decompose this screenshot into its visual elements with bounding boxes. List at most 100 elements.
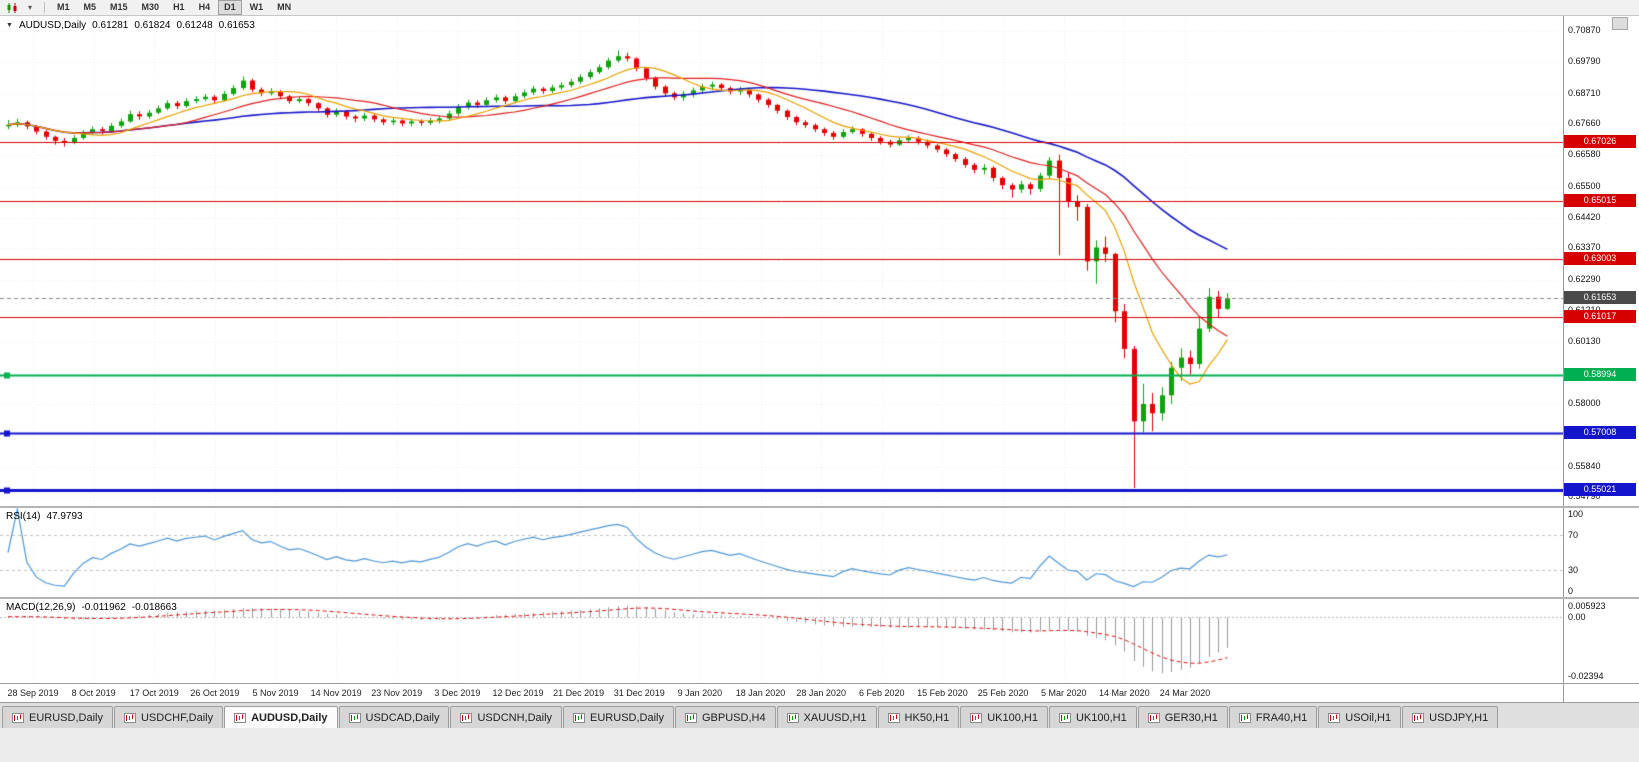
macd-name: MACD(12,26,9) bbox=[6, 602, 76, 613]
timeframe-button-mn[interactable]: MN bbox=[277, 2, 292, 12]
chart-tab-label: USDCHF,Daily bbox=[140, 711, 214, 724]
date-axis-label: 28 Jan 2020 bbox=[796, 688, 846, 698]
mini-chart-icon bbox=[1058, 712, 1071, 723]
chart-tab-label: FRA40,H1 bbox=[1255, 711, 1308, 724]
timeframe-button-h4[interactable]: H4 bbox=[198, 2, 211, 12]
chart-tab-label: UK100,H1 bbox=[987, 711, 1038, 724]
date-axis-label: 15 Feb 2020 bbox=[917, 688, 968, 698]
macd-signal-value: -0.018663 bbox=[131, 602, 177, 613]
chart-tab-usdcad-daily[interactable]: USDCAD,Daily bbox=[338, 706, 450, 728]
axis-corner-button[interactable] bbox=[1612, 17, 1628, 30]
chart-tab-label: USDCNH,Daily bbox=[477, 711, 553, 724]
chart-tab-usdjpy-h1[interactable]: USDJPY,H1 bbox=[1402, 706, 1499, 728]
mini-chart-icon bbox=[970, 712, 983, 723]
price-axis-label: 0.60130 bbox=[1568, 336, 1601, 347]
chart-tab-uk100-h1[interactable]: UK100,H1 bbox=[960, 706, 1048, 728]
chart-tab-usdcnh-daily[interactable]: USDCNH,Daily bbox=[450, 706, 563, 728]
level-price-badge[interactable]: 0.55021 bbox=[1564, 483, 1636, 497]
timeframe-button-m15[interactable]: M15 bbox=[110, 2, 128, 12]
timeframe-button-m30[interactable]: M30 bbox=[141, 2, 160, 12]
chart-tabbar: EURUSD,Daily USDCHF,Daily AUDUSD,Daily USDC… bbox=[0, 702, 1639, 728]
timeframe-button-h1[interactable]: H1 bbox=[173, 2, 185, 12]
macd-indicator-label: MACD(12,26,9) -0.011962 -0.018663 bbox=[6, 602, 177, 613]
price-chart-canvas[interactable] bbox=[0, 16, 1563, 702]
chart-tab-ger30-h1[interactable]: GER30,H1 bbox=[1137, 706, 1228, 728]
time-axis-separator bbox=[0, 683, 1639, 684]
level-price-badge[interactable]: 0.63003 bbox=[1564, 251, 1636, 265]
date-axis-label: 8 Oct 2019 bbox=[71, 688, 116, 698]
date-axis-label: 25 Feb 2020 bbox=[977, 688, 1029, 698]
chart-tab-xauusd-h1[interactable]: XAUUSD,H1 bbox=[776, 706, 877, 728]
mini-chart-icon bbox=[12, 712, 24, 723]
chart-tab-label: GER30,H1 bbox=[1164, 711, 1218, 724]
chart-tab-label: HK50,H1 bbox=[904, 711, 950, 724]
date-axis-label: 18 Jan 2020 bbox=[735, 688, 786, 698]
price-axis-label: 0.62290 bbox=[1568, 273, 1601, 284]
level-price-badge[interactable]: 0.67026 bbox=[1564, 135, 1636, 149]
mini-chart-icon bbox=[348, 712, 361, 723]
mini-chart-icon bbox=[234, 712, 247, 723]
chart-ohlc-readout: ▼ AUDUSD,Daily 0.61281 0.61824 0.61248 0… bbox=[6, 20, 255, 31]
date-axis-label: 5 Nov 2019 bbox=[252, 688, 299, 698]
chart-tab-usoil-h1[interactable]: USOil,H1 bbox=[1318, 706, 1402, 728]
date-axis-label: 3 Dec 2019 bbox=[434, 688, 481, 698]
status-area bbox=[0, 728, 1639, 762]
chart-tab-label: UK100,H1 bbox=[1075, 711, 1127, 724]
price-axis-label: 0.58000 bbox=[1568, 397, 1601, 408]
chart-tab-eurusd-daily[interactable]: EURUSD,Daily bbox=[563, 706, 674, 728]
date-axis-label: 23 Nov 2019 bbox=[371, 688, 423, 698]
price-axis-label: 0.65500 bbox=[1568, 180, 1601, 191]
price-axis-label: 0.66580 bbox=[1568, 149, 1601, 160]
macd-axis-label: -0.02394 bbox=[1568, 671, 1604, 681]
chart-tab-gbpusd-h4[interactable]: GBPUSD,H4 bbox=[675, 706, 776, 728]
chart-tab-label: USDCAD,Daily bbox=[365, 711, 440, 724]
chart-tab-usdchf-daily[interactable]: USDCHF,Daily bbox=[113, 706, 224, 728]
current-price-badge: 0.61653 bbox=[1564, 291, 1636, 305]
rsi-name: RSI(14) bbox=[6, 511, 41, 522]
chart-tab-label: EURUSD,Daily bbox=[590, 711, 664, 724]
chart-tab-eurusd-daily[interactable]: EURUSD,Daily bbox=[2, 706, 113, 728]
chart-tab-fra40-h1[interactable]: FRA40,H1 bbox=[1228, 706, 1318, 728]
mini-chart-icon bbox=[460, 712, 473, 723]
date-axis-label: 12 Dec 2019 bbox=[492, 688, 544, 698]
mini-chart-icon bbox=[573, 712, 586, 723]
chart-tab-label: AUDUSD,Daily bbox=[251, 711, 328, 724]
ohlc-high-value: 0.61824 bbox=[134, 20, 171, 31]
chart-tab-label: GBPUSD,H4 bbox=[702, 711, 766, 724]
macd-pane-splitter[interactable] bbox=[0, 597, 1639, 599]
chart-toolbar: ▾ M1 M5 M15 M30 H1 H4 D1 W1 MN bbox=[0, 0, 1639, 16]
timeframe-button-w1[interactable]: W1 bbox=[249, 2, 264, 12]
chart-tab-uk100-h1[interactable]: UK100,H1 bbox=[1048, 706, 1137, 728]
mini-chart-icon bbox=[685, 712, 697, 723]
level-price-badge[interactable]: 0.65015 bbox=[1564, 193, 1636, 207]
level-price-badge[interactable]: 0.61017 bbox=[1564, 309, 1636, 323]
mini-chart-icon bbox=[887, 712, 900, 723]
rsi-axis-label: 70 bbox=[1568, 530, 1579, 541]
chart-tab-label: EURUSD,Daily bbox=[29, 711, 103, 724]
symbol-dropdown-icon[interactable]: ▼ bbox=[6, 22, 13, 29]
chart-type-dropdown-icon[interactable]: ▾ bbox=[27, 3, 32, 12]
mini-chart-icon bbox=[1328, 712, 1341, 723]
date-axis-label: 24 Mar 2020 bbox=[1159, 688, 1211, 698]
chart-tab-audusd-daily[interactable]: AUDUSD,Daily bbox=[224, 706, 338, 728]
chart-tab-hk50-h1[interactable]: HK50,H1 bbox=[877, 706, 960, 728]
timeframe-button-m5[interactable]: M5 bbox=[83, 2, 97, 12]
date-axis-label: 6 Feb 2020 bbox=[859, 688, 905, 698]
date-axis-label: 21 Dec 2019 bbox=[553, 688, 605, 698]
level-price-badge[interactable]: 0.58994 bbox=[1564, 368, 1636, 382]
mini-chart-icon bbox=[1147, 712, 1160, 723]
level-price-badge[interactable]: 0.57008 bbox=[1564, 425, 1636, 439]
macd-axis-label: 0.005923 bbox=[1568, 601, 1606, 611]
chart-area: ▼ AUDUSD,Daily 0.61281 0.61824 0.61248 0… bbox=[0, 16, 1639, 702]
timeframe-button-d1[interactable]: D1 bbox=[218, 0, 242, 15]
rsi-pane-splitter[interactable] bbox=[0, 506, 1639, 508]
ohlc-close-value: 0.61653 bbox=[218, 20, 255, 31]
date-axis-label: 26 Oct 2019 bbox=[190, 688, 240, 698]
timeframe-button-m1[interactable]: M1 bbox=[57, 2, 70, 12]
candlestick-chart-type-icon[interactable] bbox=[4, 1, 20, 15]
chart-tab-label: XAUUSD,H1 bbox=[803, 711, 867, 724]
mini-chart-icon bbox=[1412, 712, 1425, 723]
price-axis-separator bbox=[1563, 16, 1564, 702]
date-axis-label: 31 Dec 2019 bbox=[613, 688, 665, 698]
price-axis-label: 0.64420 bbox=[1568, 211, 1601, 222]
